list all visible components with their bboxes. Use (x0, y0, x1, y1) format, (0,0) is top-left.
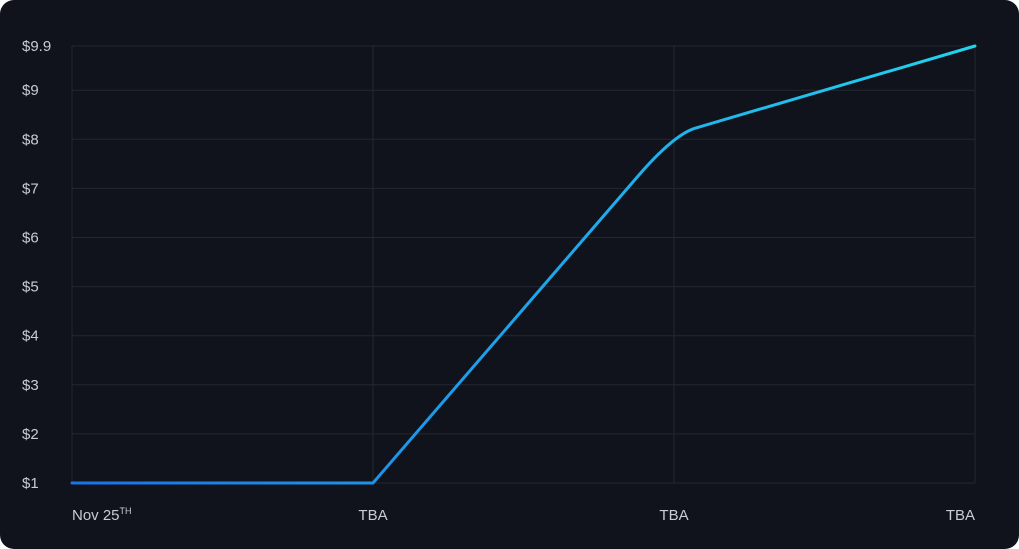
x-tick-label-superscript: TH (120, 506, 132, 516)
grid-lines (71, 45, 976, 484)
y-tick-label: $9 (22, 82, 39, 99)
y-tick-label: $6 (22, 229, 39, 246)
x-axis-ticks: Nov 25TH TBA TBA TBA (72, 506, 975, 524)
x-tick-label: Nov 25TH (72, 506, 132, 524)
y-tick-label: $8 (22, 131, 39, 148)
x-tick-label: TBA (358, 507, 387, 524)
x-tick-label-text: TBA (946, 507, 975, 524)
y-tick-label: $9.9 (22, 38, 51, 55)
y-tick-label: $1 (22, 475, 39, 492)
price-series-line (70, 44, 977, 485)
y-tick-label: $4 (22, 328, 39, 345)
x-tick-label-text: Nov 25 (72, 507, 120, 524)
series-group (70, 44, 977, 485)
y-tick-label: $2 (22, 426, 39, 443)
x-tick-label-text: TBA (659, 507, 688, 524)
x-tick-label-text: TBA (358, 507, 387, 524)
y-tick-label: $7 (22, 180, 39, 197)
x-tick-label: TBA (659, 507, 688, 524)
y-tick-label: $3 (22, 377, 39, 394)
x-tick-label: TBA (946, 507, 975, 524)
y-tick-label: $5 (22, 279, 39, 296)
y-axis-ticks: $1 $2 $3 $4 $5 $6 $7 $8 $9 $9.9 (22, 38, 51, 492)
